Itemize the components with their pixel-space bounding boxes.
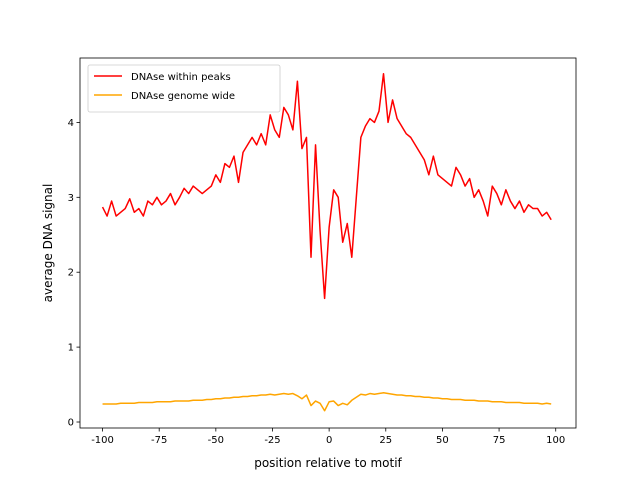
y-tick-label: 4 bbox=[68, 118, 74, 129]
x-tick-label: -25 bbox=[264, 435, 280, 446]
data-line bbox=[101, 72, 552, 300]
legend: DNAse within peaks DNAse genome wide bbox=[87, 64, 281, 113]
legend-box bbox=[87, 64, 281, 113]
y-axis-label: average DNA signal bbox=[41, 184, 55, 303]
x-tick-label: -75 bbox=[151, 435, 167, 446]
legend-label: DNAse genome wide bbox=[131, 91, 235, 102]
axes-frame bbox=[79, 57, 577, 429]
y-tick-label: 3 bbox=[68, 193, 74, 204]
x-tick-label: 100 bbox=[546, 435, 565, 446]
x-tick-label: 75 bbox=[493, 435, 506, 446]
legend-label: DNAse within peaks bbox=[131, 72, 231, 83]
x-tick-label: 25 bbox=[379, 435, 392, 446]
y-tick-label: 0 bbox=[68, 418, 74, 429]
x-tick-label: -50 bbox=[208, 435, 224, 446]
x-axis-label: position relative to motif bbox=[254, 456, 402, 470]
x-tick-label: -100 bbox=[91, 435, 114, 446]
x-tick-label: 0 bbox=[326, 435, 332, 446]
y-tick-label: 1 bbox=[68, 343, 74, 354]
y-tick-label: 2 bbox=[68, 268, 74, 279]
x-tick-label: 50 bbox=[436, 435, 449, 446]
data-line bbox=[102, 392, 552, 412]
